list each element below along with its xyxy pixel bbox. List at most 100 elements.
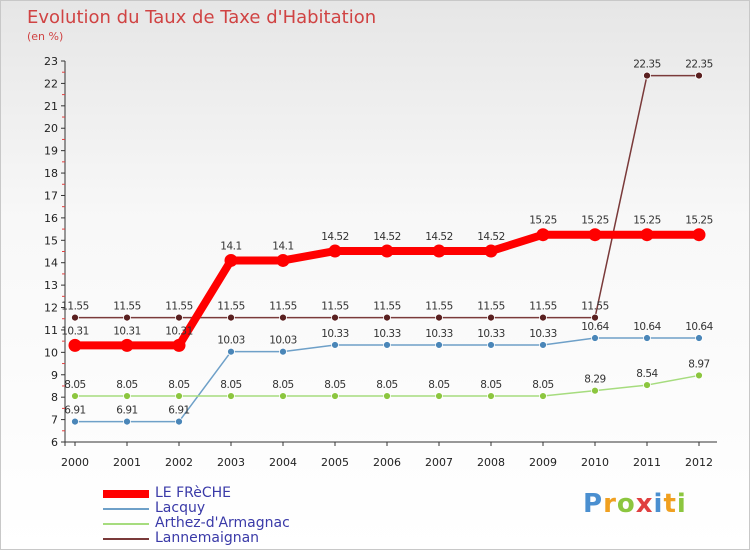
data-label: 15.25 [633, 215, 661, 227]
data-label: 14.1 [272, 240, 293, 252]
y-tick-label: 14 [44, 257, 58, 270]
y-tick-label: 15 [44, 234, 58, 247]
data-label: 14.52 [477, 231, 505, 243]
x-tick-label: 2010 [581, 456, 609, 469]
y-tick-label: 22 [44, 77, 58, 90]
data-point [227, 313, 235, 322]
y-tick-label: 17 [44, 189, 58, 202]
data-point [175, 313, 183, 322]
data-label: 10.03 [269, 335, 297, 347]
data-label: 11.55 [269, 301, 297, 313]
y-tick-label: 11 [44, 324, 58, 337]
logo-letter: i [676, 489, 687, 519]
y-tick-label: 9 [51, 369, 58, 382]
data-label: 10.64 [581, 321, 609, 333]
data-label: 8.05 [168, 379, 189, 391]
y-tick-label: 6 [51, 436, 58, 449]
data-point [279, 392, 287, 400]
series-line [75, 74, 699, 319]
data-label: 8.05 [220, 379, 241, 391]
data-point [175, 417, 183, 426]
y-tick-label: 21 [44, 100, 58, 113]
data-label: 8.97 [688, 358, 709, 370]
data-label: 6.91 [168, 405, 189, 417]
data-label: 8.29 [584, 374, 605, 386]
data-label: 6.91 [64, 405, 85, 417]
data-point [331, 341, 339, 349]
data-point [279, 347, 287, 356]
data-point [227, 392, 235, 400]
data-point [695, 71, 703, 80]
data-label: 11.55 [477, 301, 505, 313]
data-point [588, 228, 602, 242]
data-point [643, 71, 651, 80]
data-point [591, 313, 599, 322]
data-point [123, 392, 131, 400]
data-label: 22.35 [633, 59, 661, 71]
x-tick-label: 2000 [61, 456, 89, 469]
proxiti-logo: Proxiti [583, 489, 687, 519]
legend-swatch-icon [103, 490, 149, 498]
data-label: 10.33 [425, 328, 453, 340]
data-point [227, 347, 235, 356]
x-tick-label: 2005 [321, 456, 349, 469]
data-label: 10.31 [113, 325, 141, 337]
data-label: 10.33 [321, 328, 349, 340]
data-point [640, 228, 654, 242]
x-tick-label: 2004 [269, 456, 297, 469]
x-tick-label: 2008 [477, 456, 505, 469]
legend-label: Lacquy [155, 500, 206, 516]
legend-label: Lannemaignan [155, 530, 260, 546]
data-label: 11.55 [61, 301, 89, 313]
data-point [328, 244, 342, 258]
data-label: 14.52 [425, 231, 453, 243]
y-tick-label: 20 [44, 122, 58, 135]
data-point [383, 341, 391, 349]
y-tick-label: 12 [44, 302, 58, 315]
data-label: 11.55 [217, 301, 245, 313]
x-tick-label: 2006 [373, 456, 401, 469]
y-tick-label: 16 [44, 212, 58, 225]
legend-label: Arthez-d'Armagnac [155, 515, 290, 531]
y-tick-label: 10 [44, 346, 58, 359]
data-label: 15.25 [685, 215, 713, 227]
data-point [123, 313, 131, 322]
data-label: 10.03 [217, 335, 245, 347]
data-point [71, 313, 79, 322]
logo-letter: t [663, 489, 677, 519]
data-point [487, 313, 495, 322]
data-label: 10.31 [165, 325, 193, 337]
y-tick-label: 23 [44, 55, 58, 68]
data-point [695, 334, 703, 342]
data-point [331, 392, 339, 400]
data-point [539, 341, 547, 349]
data-label: 10.33 [477, 328, 505, 340]
data-point [68, 338, 82, 352]
logo-letter: P [583, 489, 604, 519]
data-label: 6.91 [116, 405, 137, 417]
data-label: 15.25 [581, 215, 609, 227]
data-point [175, 392, 183, 400]
legend-swatch-icon [103, 538, 149, 540]
x-tick-label: 2007 [425, 456, 453, 469]
data-point [536, 228, 550, 242]
data-label: 10.31 [61, 325, 89, 337]
data-label: 10.33 [529, 328, 557, 340]
data-label: 11.55 [165, 301, 193, 313]
data-point [123, 417, 131, 426]
data-label: 14.52 [321, 231, 349, 243]
data-point [435, 313, 443, 322]
data-label: 11.55 [321, 301, 349, 313]
data-point [380, 244, 394, 258]
logo-letter: i [653, 489, 664, 519]
logo-letter: o [616, 489, 636, 519]
data-label: 8.05 [64, 379, 85, 391]
data-point [591, 386, 599, 395]
data-point [432, 244, 446, 258]
data-point [539, 313, 547, 322]
y-tick-label: 7 [51, 414, 58, 427]
data-label: 15.25 [529, 215, 557, 227]
data-point [383, 392, 391, 400]
